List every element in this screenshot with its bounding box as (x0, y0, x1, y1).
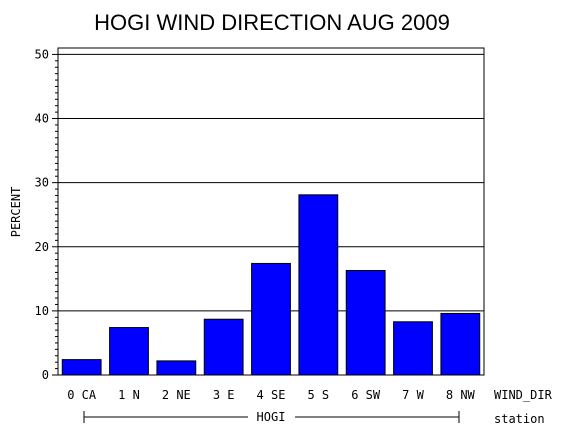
x-tick-label: 3 E (213, 388, 235, 402)
x-tick-label: 7 W (402, 388, 424, 402)
bar (298, 194, 339, 376)
group-axis-label: station (494, 412, 545, 426)
bars (61, 194, 481, 376)
bar (61, 359, 102, 376)
y-tick-label: 30 (35, 176, 49, 190)
x-axis: 0 CA 1 N 2 NE 3 E 4 SE 5 S 6 SW 7 W 8 NW (67, 388, 475, 402)
group-label: HOGI (257, 410, 286, 424)
y-tick-label: 50 (35, 47, 49, 61)
gridlines (58, 53, 484, 312)
x-tick-label: 0 CA (67, 388, 97, 402)
x-tick-label: 2 NE (162, 388, 191, 402)
x-tick-label: 8 NW (446, 388, 476, 402)
plot-frame (57, 47, 485, 376)
bar (393, 321, 433, 376)
y-tick-label: 40 (35, 112, 49, 126)
x-tick-label: 6 SW (351, 388, 381, 402)
bar (440, 312, 481, 376)
y-tick-label: 10 (35, 304, 49, 318)
bar (203, 318, 244, 376)
x-tick-label: 5 S (307, 388, 329, 402)
bar (345, 269, 386, 376)
y-tick-label: 20 (35, 240, 49, 254)
x-tick-label: 4 SE (257, 388, 286, 402)
y-axis-label: PERCENT (9, 187, 23, 238)
y-tick-label: 0 (42, 368, 49, 382)
y-axis: 0 10 20 30 40 50 (35, 47, 58, 382)
x-tick-label: 1 N (118, 388, 140, 402)
chart-title: HOGI WIND DIRECTION AUG 2009 (94, 10, 450, 35)
x-axis-label: WIND_DIR (494, 388, 553, 402)
group-bracket (83, 411, 460, 423)
bar (156, 360, 197, 376)
bar (109, 327, 149, 376)
bar (251, 262, 291, 376)
